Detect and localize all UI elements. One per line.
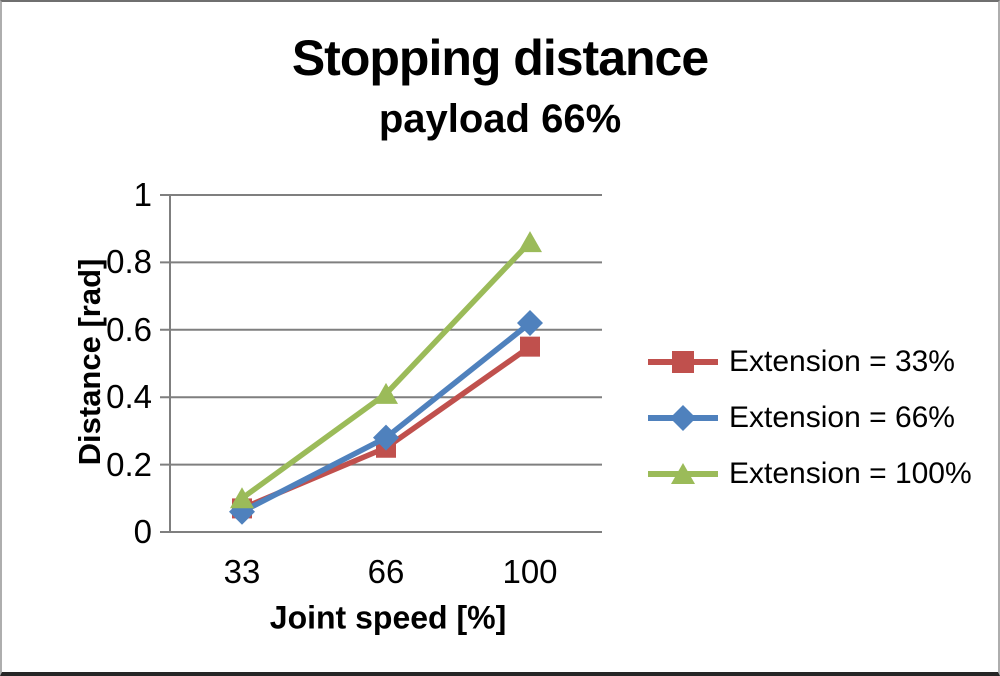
- y-axis-title: Distance [rad]: [72, 258, 107, 466]
- legend-item: Extension = 33%: [646, 334, 972, 390]
- y-tick-label: 1: [133, 176, 152, 213]
- legend-marker-triangle-icon: [648, 463, 718, 484]
- chart-title: Stopping distance: [291, 30, 709, 86]
- y-tick-label: 0.6: [106, 310, 152, 348]
- x-tick-label: 66: [367, 553, 405, 590]
- y-tick-label: 0: [133, 513, 152, 550]
- legend-item-label: Extension = 100%: [729, 457, 972, 490]
- legend-item: Extension = 66%: [646, 390, 972, 446]
- chart-subtitle: payload 66%: [378, 97, 622, 141]
- legend-item: Extension = 100%: [646, 446, 972, 502]
- data-point-marker-triangle: [374, 382, 398, 404]
- legend-marker-diamond-icon: [648, 405, 718, 431]
- series-line-2: [239, 239, 533, 502]
- data-point-marker-triangle: [518, 231, 542, 253]
- legend-item-label: Extension = 66%: [729, 401, 955, 434]
- legend-item-label: Extension = 33%: [729, 345, 955, 378]
- x-tick-label: 100: [502, 553, 558, 590]
- data-point-marker-diamond: [517, 310, 543, 337]
- y-tick-label: 0.4: [106, 378, 152, 416]
- y-tick-label: 0.8: [106, 243, 152, 281]
- legend: Extension = 33% Extension = 66% Extension …: [646, 334, 972, 502]
- data-point-marker-diamond: [373, 424, 399, 451]
- x-tick-label: 33: [223, 553, 261, 590]
- x-axis-title: Joint speed [%]: [269, 599, 507, 636]
- series-line-1: [239, 320, 533, 515]
- data-point-marker-triangle: [230, 487, 254, 509]
- y-tick-label: 0.2: [106, 445, 152, 483]
- legend-marker-square-icon: [648, 351, 718, 373]
- data-point-marker-square: [520, 336, 540, 357]
